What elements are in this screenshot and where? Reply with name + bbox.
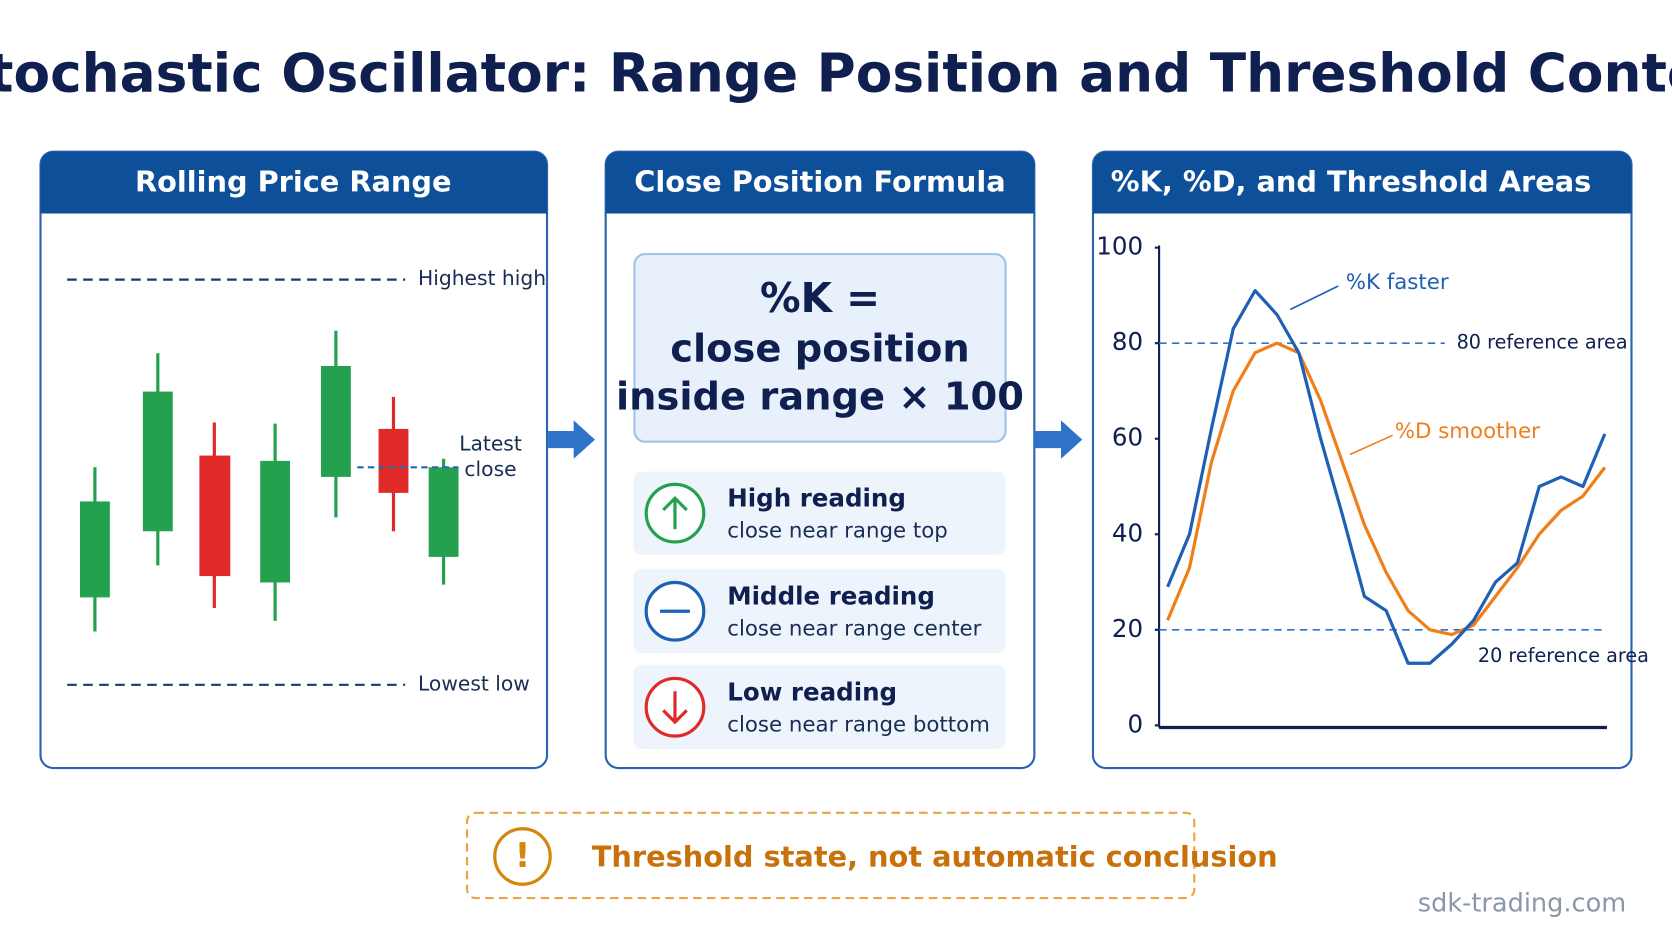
y-tick-label: 60 xyxy=(1112,423,1143,452)
range-lines xyxy=(67,278,406,686)
panel-title: Close Position Formula xyxy=(634,165,1005,199)
reading-title: Low reading xyxy=(727,677,897,706)
reading-text: close near range bottom xyxy=(727,712,990,737)
warning-icon-mark: ! xyxy=(515,836,531,876)
panel-left: Rolling Price Range xyxy=(39,150,549,770)
range-label: Highest high xyxy=(418,266,546,290)
warning-icon xyxy=(493,827,552,886)
latest-label: close xyxy=(464,457,516,481)
y-tick-label: 20 xyxy=(1112,614,1143,643)
range-label: Lowest low xyxy=(418,671,530,695)
formula-box xyxy=(633,252,1007,443)
warning-text: Threshold state, not automatic conclusio… xyxy=(592,840,1278,874)
reading-middle: Middle reading close near range center xyxy=(633,568,1006,653)
reference-label: 80 reference area xyxy=(1457,331,1628,354)
reading-text: close near range center xyxy=(727,616,981,641)
formula-line: close position xyxy=(670,327,970,372)
latest-label: Latest xyxy=(459,431,522,455)
chart: 0 20 40 60 80 100 80 reference area 20 referenc… xyxy=(1096,232,1649,739)
formula-line: inside range × 100 xyxy=(616,375,1024,420)
y-tick-label: 100 xyxy=(1096,232,1143,261)
title: Stochastic Oscillator: Range Position an… xyxy=(0,43,1672,105)
y-tick-label: 0 xyxy=(1127,709,1143,738)
panel-title: %K, %D, and Threshold Areas xyxy=(1111,165,1592,199)
formula-line: %K = xyxy=(760,274,880,322)
panel-title: Rolling Price Range xyxy=(135,165,452,199)
series-label: %K faster xyxy=(1346,270,1449,295)
reading-low: Low reading close near range bottom xyxy=(633,664,1006,749)
reading-text: close near range top xyxy=(727,518,948,543)
annotation-arrow xyxy=(1289,285,1339,311)
series-label: %D smoother xyxy=(1395,419,1540,444)
watermark: sdk-trading.com xyxy=(1418,888,1626,918)
reading-title: Middle reading xyxy=(727,581,935,610)
reference-label: 20 reference area xyxy=(1478,644,1649,667)
series-line xyxy=(1166,341,1607,637)
y-tick-label: 40 xyxy=(1112,518,1143,547)
flow-arrow xyxy=(1034,420,1083,459)
candles xyxy=(79,330,459,632)
warning-box xyxy=(465,811,1196,900)
flow-arrow xyxy=(548,420,596,459)
reading-title: High reading xyxy=(727,483,906,512)
panel-right: %K, %D, and Threshold Areas xyxy=(1091,150,1633,770)
reading-high: High reading close near range top xyxy=(633,471,1006,555)
series-line xyxy=(1166,289,1607,665)
y-tick-label: 80 xyxy=(1112,327,1143,356)
annotation-arrow xyxy=(1349,434,1393,456)
